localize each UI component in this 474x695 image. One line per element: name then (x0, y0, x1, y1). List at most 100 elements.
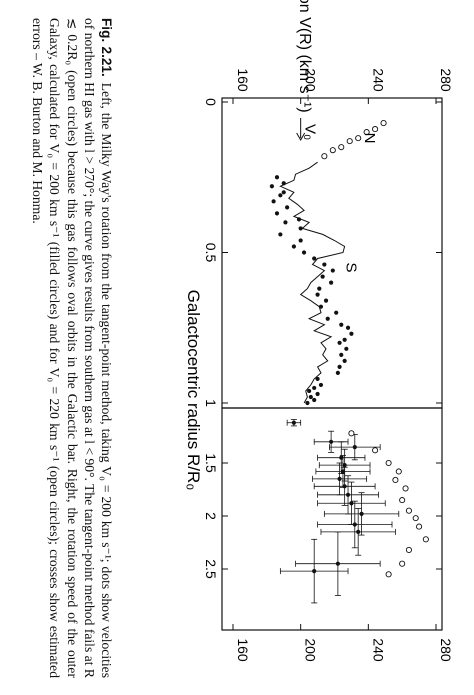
filled-circle-point (337, 476, 342, 481)
filled-circle-point (312, 256, 317, 261)
open-circle-point (355, 135, 362, 142)
filled-circle-point (335, 370, 340, 375)
open-circle-point (405, 546, 412, 553)
filled-circle-point (339, 455, 344, 460)
filled-circle-point (274, 175, 280, 180)
filled-circle-point (269, 184, 275, 189)
r-tick-label: 2 (203, 512, 219, 520)
caption-label: Fig. 2.21. (99, 17, 115, 77)
filled-circle-point (349, 331, 354, 336)
v-tick-label: 200 (303, 68, 319, 92)
open-circle-point (380, 120, 387, 127)
filled-circle-point (320, 274, 325, 279)
filled-circle-point (339, 352, 344, 357)
filled-circle-point (342, 484, 347, 489)
filled-circle-point (337, 364, 342, 369)
annotation-label: V₀ (302, 124, 319, 140)
open-circle-point (346, 138, 353, 145)
filled-circle-point (271, 199, 276, 204)
filled-circle-point (352, 445, 357, 450)
open-circle-point (348, 430, 355, 437)
r-tick-label: 0.5 (203, 243, 219, 263)
filled-circle-point (342, 463, 347, 468)
filled-circle-point (325, 316, 330, 321)
open-circle-point (329, 147, 336, 154)
open-circle-point (321, 153, 328, 160)
filled-circle-point (335, 561, 340, 566)
open-circle-point (385, 571, 392, 578)
filled-circle-point (317, 286, 322, 291)
panel-frame (221, 97, 443, 409)
filled-circle-point (329, 439, 334, 444)
open-circle-point (363, 129, 370, 136)
filled-circle-point (291, 420, 296, 425)
v-tick-label: 160 (235, 638, 251, 662)
filled-circle-point (283, 220, 288, 225)
filled-circle-point (352, 522, 357, 527)
filled-circle-point (330, 268, 335, 273)
filled-circle-point (312, 569, 317, 574)
filled-circle-point (339, 322, 344, 327)
v-tick-label: 280 (438, 68, 454, 92)
filled-circle-point (278, 232, 283, 237)
filled-circle-point (349, 501, 354, 506)
open-circle-point (422, 536, 429, 543)
filled-circle-point (334, 310, 339, 315)
filled-circle-point (274, 211, 280, 216)
filled-circle-point (291, 244, 296, 249)
caption-text: Left, the Milky Way's rotation from the … (30, 17, 115, 678)
annotation-label: N (361, 133, 378, 144)
right-panel: 160 200 240 280 1.5 2 2.5 (203, 407, 454, 662)
filled-circle-point (329, 280, 334, 285)
filled-circle-point (281, 190, 286, 195)
filled-circle-point (359, 511, 364, 516)
r-tick-label: 2.5 (203, 559, 219, 579)
open-circle-point (399, 497, 406, 504)
v0-arrowhead (296, 132, 306, 142)
left-panel: 160 200 240 280 0 0.5 1 N S V₀ (203, 68, 454, 409)
filled-circle-point (340, 469, 346, 474)
filled-circle-point (298, 238, 303, 243)
filled-circle-point (322, 262, 327, 267)
open-circle-point (402, 485, 409, 492)
filled-circle-point (298, 226, 303, 231)
r-tick-label: 1 (203, 399, 219, 407)
v-tick-label: 240 (370, 68, 386, 92)
open-circle-point (392, 476, 399, 484)
filled-circle-point (323, 298, 329, 303)
v-tick-label: 240 (370, 638, 386, 662)
v-tick-label: 280 (438, 638, 454, 662)
filled-circle-point (312, 397, 317, 403)
filled-circle-point (308, 394, 313, 400)
open-circle-point (405, 507, 412, 514)
figure-caption: Fig. 2.21.Left, the Milky Way's rotation… (29, 18, 115, 678)
filled-circle-point (315, 292, 320, 297)
filled-circle-point (345, 325, 351, 330)
open-circle-point (372, 447, 379, 454)
open-circle-point (338, 144, 345, 151)
r-tick-label: 1.5 (203, 453, 219, 473)
open-circle-point (412, 515, 419, 522)
r-tick-label: 0 (203, 98, 219, 106)
filled-circle-point (312, 385, 317, 391)
filled-circle-point (307, 388, 312, 394)
filled-circle-point (342, 337, 347, 342)
filled-circle-point (278, 193, 283, 198)
open-circle-point (395, 468, 402, 475)
v-tick-label: 160 (235, 68, 251, 92)
open-circle-point (399, 560, 406, 567)
filled-circle-point (305, 400, 310, 406)
filled-circle-point (301, 250, 307, 255)
y-axis-label: rotation V(R) (km s⁻¹) (296, 0, 313, 113)
open-circle-point (372, 126, 379, 133)
filled-circle-point (345, 492, 351, 497)
annotation-label: S (342, 263, 359, 273)
filled-circle-point (318, 382, 324, 388)
panel-frame (221, 407, 443, 631)
filled-circle-point (315, 376, 320, 382)
filled-circle-point (342, 358, 347, 363)
filled-circle-point (285, 205, 290, 210)
filled-circle-point (356, 529, 361, 535)
open-circle-point (416, 523, 423, 530)
